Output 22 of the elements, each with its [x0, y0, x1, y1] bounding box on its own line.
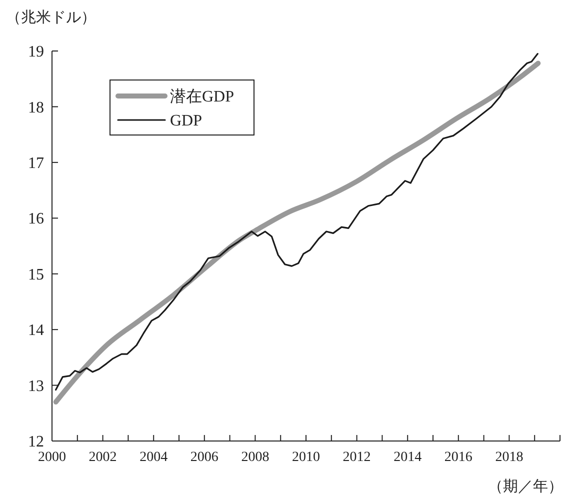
x-tick-label: 2006 [190, 450, 218, 465]
y-axis-title: （兆米ドル） [6, 9, 96, 26]
legend-label: 潜在GDP [170, 88, 234, 106]
x-axis-title: （期／年） [488, 478, 563, 495]
y-tick-label: 14 [28, 322, 44, 340]
x-tick-label: 2000 [38, 450, 66, 465]
y-tick-label: 15 [28, 266, 44, 284]
x-tick-label: 2016 [444, 450, 472, 465]
y-tick-label: 16 [28, 210, 44, 228]
legend-label: GDP [170, 112, 202, 130]
x-tick-label: 2004 [140, 450, 168, 465]
x-tick-label: 2014 [394, 450, 422, 465]
y-tick-label: 12 [28, 434, 44, 451]
x-tick-label: 2010 [292, 450, 320, 465]
x-tick-label: 2002 [88, 450, 117, 465]
y-tick-label: 17 [28, 155, 44, 172]
x-tick-label: 2018 [495, 450, 524, 465]
x-tick-label: 2012 [342, 450, 371, 465]
y-tick-label: 18 [28, 99, 44, 116]
y-tick-label: 13 [28, 378, 44, 395]
x-tick-label: 2008 [241, 450, 270, 465]
y-tick-label: 19 [28, 44, 44, 61]
